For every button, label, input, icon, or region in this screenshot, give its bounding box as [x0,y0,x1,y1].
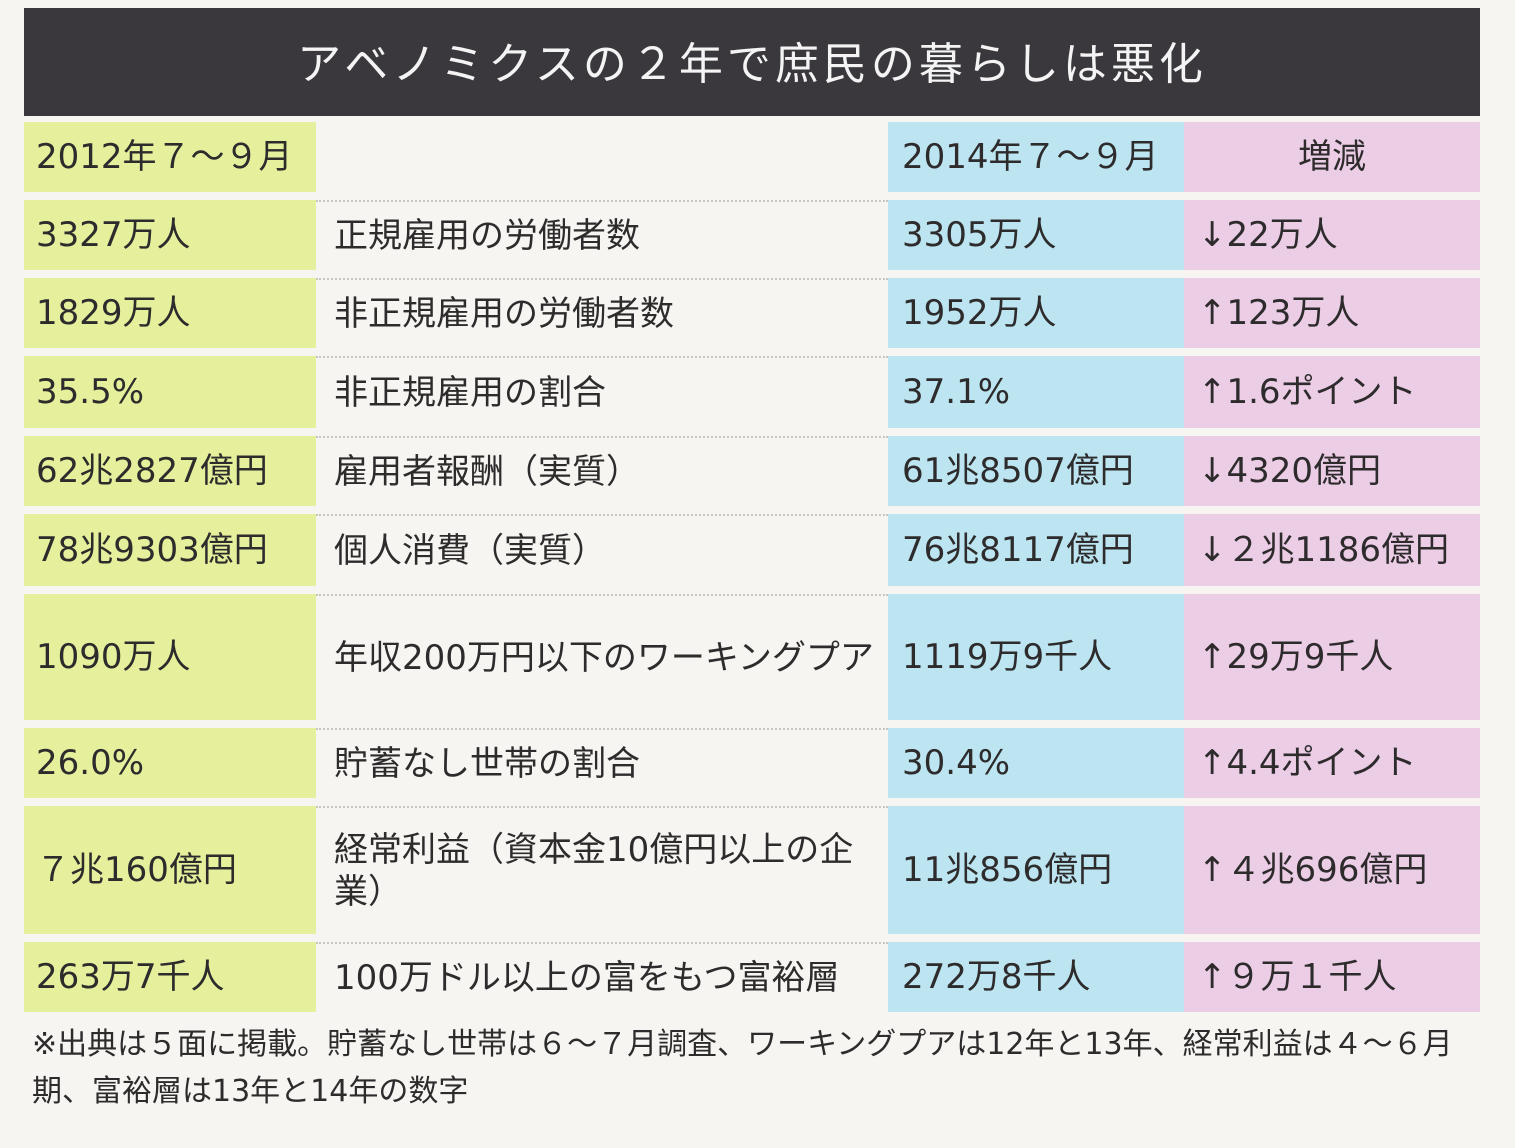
table-row-1-item: 正規雇用の労働者数 [316,200,888,270]
header-change: 増減 [1184,122,1480,192]
footnote: ※出典は５面に掲載。貯蓄なし世帯は６～７月調査、ワーキングプアは12年と13年、… [32,1027,1453,1109]
table-row-4-2012: 62兆2827億円 [24,436,316,506]
table-row-7-2012: 26.0% [24,728,316,798]
table-row-6-item: 年収200万円以下のワーキングプア [316,594,888,720]
table-row-2-item: 非正規雇用の労働者数 [316,278,888,348]
table-row-8-2012: ７兆160億円 [24,806,316,934]
table-row-8-item: 経常利益（資本金10億円以上の企業） [316,806,888,934]
table-row-4-2014: 61兆8507億円 [888,436,1184,506]
table-row-9-change: ↑９万１千人 [1184,942,1480,1012]
header-2014: 2014年７～９月 [888,122,1184,192]
table-row-4-item: 雇用者報酬（実質） [316,436,888,506]
table-row-6-2012: 1090万人 [24,594,316,720]
table-row-6-2014: 1119万9千人 [888,594,1184,720]
table-row-3-2014: 37.1% [888,356,1184,428]
table-row-7-change: ↑4.4ポイント [1184,728,1480,798]
comparison-table: 2012年７～９月 2014年７～９月 増減 3327万人 正規雇用の労働者数 … [24,122,1480,1012]
table-row-6-change: ↑29万9千人 [1184,594,1480,720]
table-row-1-2012: 3327万人 [24,200,316,270]
table-row-7-2014: 30.4% [888,728,1184,798]
table-row-3-2012: 35.5% [24,356,316,428]
table-row-9-2014: 272万8千人 [888,942,1184,1012]
header-2012: 2012年７～９月 [24,122,316,192]
table-row-4-change: ↓4320億円 [1184,436,1480,506]
table-row-5-change: ↓２兆1186億円 [1184,514,1480,586]
table-row-3-change: ↑1.6ポイント [1184,356,1480,428]
table-row-5-2014: 76兆8117億円 [888,514,1184,586]
table-row-2-change: ↑123万人 [1184,278,1480,348]
table-row-9-item: 100万ドル以上の富をもつ富裕層 [316,942,888,1012]
header-item [316,122,888,192]
table-row-9-2012: 263万7千人 [24,942,316,1012]
table-row-2-2014: 1952万人 [888,278,1184,348]
table-row-8-2014: 11兆856億円 [888,806,1184,934]
table-row-8-change: ↑４兆696億円 [1184,806,1480,934]
table-row-2-2012: 1829万人 [24,278,316,348]
table-row-1-change: ↓22万人 [1184,200,1480,270]
table-row-1-2014: 3305万人 [888,200,1184,270]
table-row-3-item: 非正規雇用の割合 [316,356,888,428]
table-row-7-item: 貯蓄なし世帯の割合 [316,728,888,798]
table-row-5-item: 個人消費（実質） [316,514,888,586]
page-title: アベノミクスの２年で庶民の暮らしは悪化 [24,8,1480,116]
table-row-5-2012: 78兆9303億円 [24,514,316,586]
